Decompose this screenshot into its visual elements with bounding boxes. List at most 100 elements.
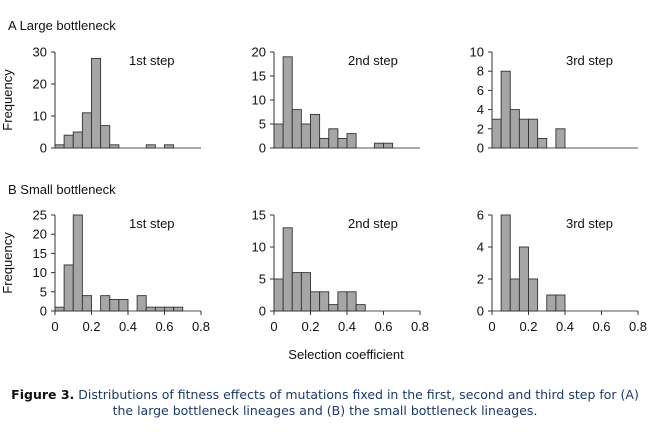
y-tick-label: 5 [259, 117, 266, 132]
x-axis-label: Selection coefficient [288, 347, 404, 362]
histogram-bar [319, 137, 330, 149]
y-tick-label: 10 [33, 265, 47, 280]
histogram-bar [337, 291, 348, 312]
histogram-bar [291, 272, 302, 312]
y-axis-label-b: Frequency [0, 232, 15, 294]
panel-label-a: A Large bottleneck [8, 18, 116, 33]
y-tick-label: 0 [259, 304, 266, 319]
y-tick-label: 4 [477, 240, 484, 255]
histogram-bar [346, 133, 357, 149]
histogram-bar [164, 144, 175, 149]
histogram-bar [282, 227, 293, 312]
x-tick-label: 0.6 [374, 319, 392, 334]
y-tick-label: 6 [477, 83, 484, 98]
x-tick-label: 0.2 [82, 319, 100, 334]
histogram-bar [355, 304, 366, 312]
y-tick-label: 20 [252, 45, 266, 60]
histogram-bar [72, 131, 83, 149]
histogram-bar [500, 214, 511, 312]
x-tick-label: 0.2 [301, 319, 319, 334]
histogram-bar [63, 134, 74, 149]
x-tick-label: 0.2 [519, 319, 537, 334]
histogram-bar [319, 291, 330, 312]
histogram-bar [109, 144, 120, 149]
histogram-bar [72, 214, 83, 312]
x-tick-label: 0.8 [192, 319, 210, 334]
histogram-bar [500, 70, 511, 149]
histogram-bar [100, 295, 111, 312]
panel-label-b: B Small bottleneck [8, 182, 116, 197]
histogram-bar [373, 142, 384, 149]
histogram-title: 2nd step [348, 53, 398, 68]
y-tick-label: 10 [252, 93, 266, 108]
histogram-title: 1st step [129, 216, 175, 231]
y-tick-label: 6 [477, 208, 484, 223]
histogram-bar [91, 57, 102, 149]
y-tick-label: 4 [477, 102, 484, 117]
histogram-bar [337, 137, 348, 149]
y-tick-label: 20 [33, 227, 47, 242]
y-axis-label-a: Frequency [0, 69, 15, 131]
y-tick-label: 25 [33, 208, 47, 223]
histogram-a-1: 0 10 20 30 1st step [33, 45, 201, 156]
y-tick-label: 10 [470, 45, 484, 60]
histogram-bar [310, 291, 321, 312]
x-tick-label: 0 [488, 319, 495, 334]
histogram-a-2: 0 5 10 15 20 2nd step [252, 45, 420, 156]
histogram-bar [145, 144, 156, 149]
histogram-bar [164, 306, 175, 312]
histogram-bar [528, 278, 539, 312]
histogram-bar [300, 123, 311, 149]
histogram-bar [173, 306, 184, 312]
caption-figure-number: Figure 3. [11, 387, 75, 402]
histogram-bar [154, 306, 165, 312]
histogram-bar [491, 118, 502, 149]
y-tick-label: 20 [33, 77, 47, 92]
histogram-bar [118, 299, 129, 312]
histogram-title: 2nd step [348, 216, 398, 231]
histogram-bar [136, 295, 147, 312]
y-tick-label: 5 [40, 284, 47, 299]
y-tick-label: 30 [33, 45, 47, 60]
y-tick-label: 15 [252, 208, 266, 223]
histogram-title: 1st step [129, 53, 175, 68]
histogram-bar [54, 306, 65, 312]
histogram-bar [81, 295, 92, 312]
histogram-bar [518, 246, 529, 312]
histogram-bar [291, 109, 302, 149]
histogram-bar [81, 112, 92, 149]
histogram-a-3: 0 2 4 6 8 10 3rd step [470, 45, 638, 156]
x-tick-label: 0 [51, 319, 58, 334]
histogram-bar [282, 56, 293, 149]
histogram-b-2: 0 5 10 15 0 0.2 0.4 0.6 0.8 2nd step [252, 208, 430, 335]
x-tick-label: 0.4 [556, 319, 574, 334]
y-tick-label: 0 [40, 141, 47, 156]
y-tick-label: 15 [33, 246, 47, 261]
y-tick-label: 10 [252, 240, 266, 255]
histogram-bar [273, 278, 284, 312]
figure: A Large bottleneck B Small bottleneck Fr… [0, 18, 648, 362]
histogram-bar [273, 123, 284, 149]
y-tick-label: 10 [33, 109, 47, 124]
y-tick-label: 15 [252, 69, 266, 84]
histogram-bar [518, 118, 529, 149]
caption-text: Distributions of fitness effects of muta… [78, 387, 639, 418]
histogram-bar [54, 144, 65, 149]
histogram-bar [328, 128, 339, 149]
x-tick-label: 0.4 [119, 319, 137, 334]
y-tick-label: 0 [40, 304, 47, 319]
x-tick-label: 0 [270, 319, 277, 334]
y-tick-label: 0 [477, 304, 484, 319]
x-tick-label: 0.8 [629, 319, 647, 334]
histogram-bar [537, 137, 548, 149]
y-tick-label: 5 [259, 272, 266, 287]
histogram-bar [328, 304, 339, 312]
histogram-bar [300, 272, 311, 312]
histogram-bar [555, 294, 566, 312]
histogram-bar [555, 128, 566, 149]
y-tick-label: 0 [477, 141, 484, 156]
y-tick-label: 0 [259, 141, 266, 156]
histogram-bar [346, 291, 357, 312]
histogram-bar [383, 142, 394, 149]
